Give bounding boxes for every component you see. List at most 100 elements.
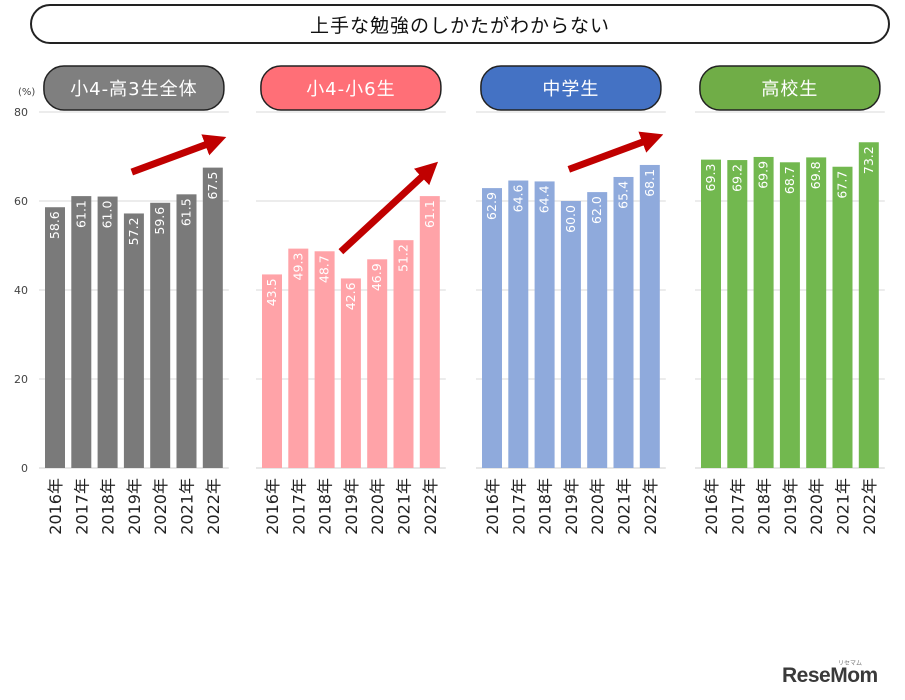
- panel-header-pill: [43, 65, 225, 111]
- data-label: 61.5: [179, 198, 194, 226]
- data-label: 42.6: [343, 282, 358, 310]
- bar: [701, 159, 721, 469]
- data-label: 43.5: [264, 278, 279, 306]
- x-tick-label: 2022年: [641, 478, 660, 535]
- bars: [45, 142, 879, 469]
- bar: [753, 156, 774, 468]
- x-tick-label: 2017年: [289, 478, 308, 535]
- resemom-logo: ReseMom: [782, 664, 878, 687]
- bar: [419, 196, 440, 469]
- x-tick-label: 2019年: [342, 478, 361, 535]
- x-tick-label: 2018年: [316, 478, 335, 535]
- x-tick-label: 2018年: [99, 478, 118, 535]
- data-label: 69.3: [703, 164, 718, 192]
- x-tick-label: 2018年: [536, 478, 555, 535]
- data-label: 59.6: [152, 207, 167, 235]
- panel-header-pill: [260, 65, 442, 111]
- data-label: 68.7: [782, 166, 797, 194]
- panel-header-label: 小4-小6生: [306, 79, 395, 100]
- bar: [97, 196, 118, 469]
- data-label: 65.4: [616, 181, 631, 209]
- x-tick-label: 2019年: [781, 478, 800, 535]
- data-label: 69.8: [808, 161, 823, 189]
- bar: [727, 160, 748, 468]
- data-label: 64.6: [510, 184, 525, 212]
- bar: [832, 166, 853, 469]
- x-tick-label: 2017年: [728, 478, 747, 535]
- bar: [560, 201, 581, 468]
- panel-header-pill: [480, 65, 662, 111]
- y-tick-label: 0: [21, 462, 28, 475]
- panel-headers: 小4-高3生全体 小4-小6生 中学生 高校生: [43, 65, 881, 111]
- data-label: 61.0: [100, 201, 115, 229]
- data-label: 61.1: [422, 200, 437, 228]
- bar: [393, 240, 414, 468]
- panel-header-label: 中学生: [542, 79, 599, 100]
- panel-header-label: 小4-高3生全体: [70, 79, 197, 100]
- x-tick-label: 2021年: [615, 478, 634, 535]
- x-tick-label: 2020年: [151, 478, 170, 535]
- x-tick-label: 2017年: [509, 478, 528, 535]
- trend-arrows: [130, 131, 664, 255]
- data-label: 73.2: [861, 146, 876, 174]
- data-label: 46.9: [369, 263, 384, 291]
- trend-arrow: [567, 131, 664, 173]
- x-tick-label: 2016年: [46, 478, 65, 535]
- bar: [482, 188, 502, 468]
- x-tick-label: 2020年: [807, 478, 826, 535]
- y-tick-label: 20: [14, 373, 28, 386]
- panel-header-pill: [699, 65, 881, 111]
- data-label: 69.9: [756, 161, 771, 189]
- trend-arrow: [338, 161, 439, 255]
- chart-title: 上手な勉強のしかたがわからない: [30, 4, 890, 44]
- bar: [45, 207, 65, 469]
- bar: [534, 181, 555, 469]
- bar: [639, 164, 660, 468]
- x-tick-label: 2019年: [125, 478, 144, 535]
- bar: [367, 259, 388, 468]
- bar: [202, 167, 223, 468]
- x-tick-label: 2022年: [204, 478, 223, 535]
- data-label: 62.0: [589, 196, 604, 224]
- data-label: 67.7: [835, 171, 850, 199]
- bar: [806, 157, 827, 468]
- data-label: 61.1: [73, 200, 88, 228]
- bar: [176, 194, 197, 468]
- data-label: 64.4: [537, 185, 552, 213]
- data-labels: 58.6 61.1 61.0 57.2 59.6 61.5 67.5 43.5 49.3 48.7…: [47, 146, 876, 310]
- x-tick-label: 2016年: [483, 478, 502, 535]
- x-tick-label: 2021年: [834, 478, 853, 535]
- bar: [340, 278, 361, 468]
- x-tick-label: 2018年: [755, 478, 774, 535]
- bar: [123, 213, 144, 468]
- bar: [587, 192, 608, 468]
- y-tick-label: 40: [14, 284, 28, 297]
- bar: [779, 162, 800, 468]
- x-tick-label: 2022年: [421, 478, 440, 535]
- x-tick-label: 2016年: [702, 478, 721, 535]
- data-label: 60.0: [563, 205, 578, 233]
- x-tick-label: 2019年: [562, 478, 581, 535]
- bar: [508, 180, 529, 468]
- y-tick-label: 80: [14, 106, 28, 119]
- bar: [314, 251, 335, 468]
- x-tick-label: 2020年: [368, 478, 387, 535]
- trend-arrow: [130, 134, 227, 176]
- y-unit-label: (%): [18, 87, 35, 98]
- bar: [288, 248, 309, 468]
- x-tick-label: 2021年: [395, 478, 414, 535]
- x-tick-label: 2021年: [178, 478, 197, 535]
- bar: [71, 196, 92, 469]
- data-label: 69.2: [729, 164, 744, 192]
- data-label: 49.3: [290, 253, 305, 281]
- data-label: 48.7: [317, 255, 332, 283]
- bar: [150, 202, 171, 468]
- data-label: 67.5: [205, 172, 220, 200]
- x-tick-labels: 2016年 2017年 2018年 2019年 2020年 2021年 2022年 2016年…: [46, 478, 879, 535]
- data-label: 68.1: [642, 169, 657, 197]
- x-tick-label: 2016年: [263, 478, 282, 535]
- data-label: 62.9: [484, 192, 499, 220]
- x-tick-label: 2020年: [588, 478, 607, 535]
- data-label: 58.6: [47, 211, 62, 239]
